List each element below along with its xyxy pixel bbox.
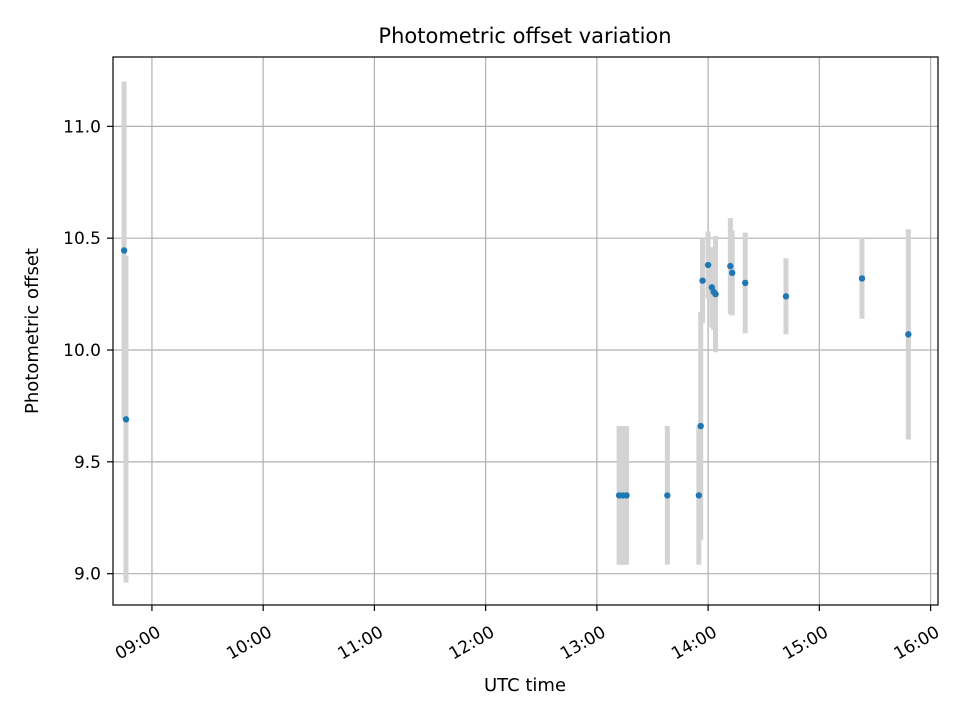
data-point (704, 261, 712, 269)
data-point (695, 492, 703, 499)
data-point (741, 279, 749, 287)
data-point (699, 277, 706, 284)
y-axis-title: Photometric offset (22, 248, 43, 414)
grid-lines (113, 57, 938, 605)
data-point (120, 247, 128, 254)
data-point (664, 492, 671, 499)
data-point (729, 269, 736, 277)
plot-frame (112, 56, 939, 606)
data-point (858, 275, 866, 282)
data-points (120, 247, 912, 499)
data-point (712, 290, 719, 298)
x-axis-title: UTC time (484, 675, 566, 696)
data-point (782, 293, 790, 300)
data-point (697, 422, 704, 430)
chart-title: Photometric offset variation (378, 24, 671, 48)
data-point (905, 331, 912, 338)
data-point (122, 416, 130, 423)
data-point (623, 492, 630, 499)
data-point (727, 262, 734, 270)
y-tick-label: 10.0 (63, 341, 101, 361)
y-tick-label: 11.0 (63, 117, 101, 137)
y-tick-label: 9.0 (74, 565, 101, 585)
y-tick-label: 9.5 (74, 453, 101, 473)
y-tick-label: 10.5 (63, 229, 101, 249)
